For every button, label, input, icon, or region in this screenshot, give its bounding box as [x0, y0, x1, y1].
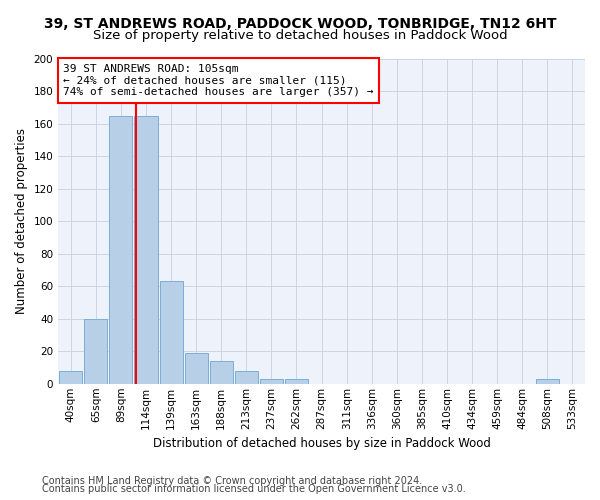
Bar: [536, 379, 559, 384]
Text: Contains HM Land Registry data © Crown copyright and database right 2024.: Contains HM Land Registry data © Crown c…: [42, 476, 422, 486]
Bar: [209, 361, 233, 384]
Bar: [160, 282, 182, 384]
Text: 39 ST ANDREWS ROAD: 105sqm
← 24% of detached houses are smaller (115)
74% of sem: 39 ST ANDREWS ROAD: 105sqm ← 24% of deta…: [64, 64, 374, 97]
Bar: [285, 379, 308, 384]
X-axis label: Distribution of detached houses by size in Paddock Wood: Distribution of detached houses by size …: [152, 437, 491, 450]
Bar: [59, 371, 82, 384]
Text: Contains public sector information licensed under the Open Government Licence v3: Contains public sector information licen…: [42, 484, 466, 494]
Bar: [109, 116, 133, 384]
Bar: [84, 319, 107, 384]
Y-axis label: Number of detached properties: Number of detached properties: [15, 128, 28, 314]
Text: 39, ST ANDREWS ROAD, PADDOCK WOOD, TONBRIDGE, TN12 6HT: 39, ST ANDREWS ROAD, PADDOCK WOOD, TONBR…: [44, 18, 556, 32]
Bar: [185, 353, 208, 384]
Bar: [235, 371, 258, 384]
Bar: [134, 116, 158, 384]
Text: Size of property relative to detached houses in Paddock Wood: Size of property relative to detached ho…: [92, 29, 508, 42]
Bar: [260, 379, 283, 384]
